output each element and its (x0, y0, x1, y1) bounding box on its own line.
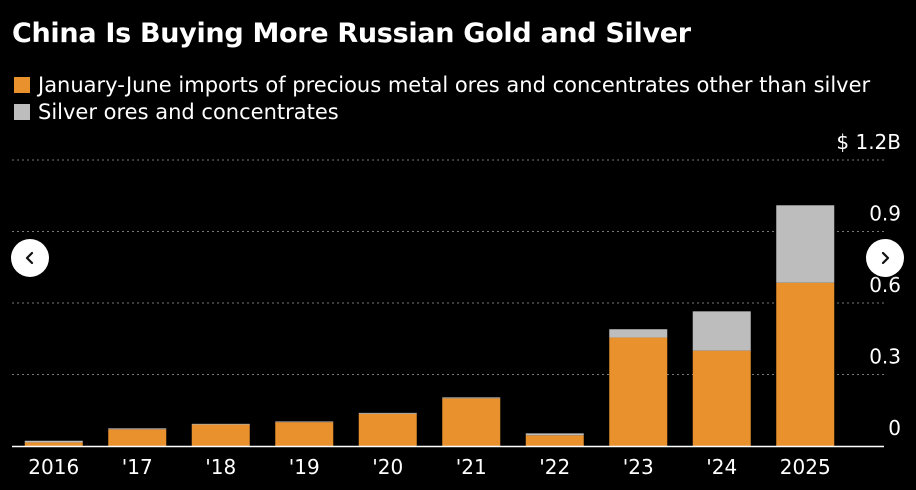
bar-0-0 (24, 442, 83, 446)
x-tick-label-1: '17 (122, 455, 153, 479)
x-tick-label-2: '18 (205, 455, 236, 479)
bar-1-9 (776, 205, 835, 283)
bar-1-5 (442, 397, 501, 399)
x-tick-label-4: '20 (372, 455, 403, 479)
y-tick-label-2: 0.6 (869, 273, 901, 297)
legend-swatch-silver (14, 103, 30, 120)
bar-1-8 (692, 311, 751, 351)
x-tick-label-0: 2016 (28, 455, 79, 479)
chart-title: China Is Buying More Russian Gold and Si… (12, 18, 691, 49)
y-tick-label-3: 0.3 (869, 345, 901, 369)
chevron-right-icon (881, 251, 890, 265)
bar-0-5 (442, 398, 501, 446)
x-tick-label-7: '23 (623, 455, 654, 479)
legend-swatch-other-metals (14, 76, 30, 93)
bar-0-1 (108, 429, 167, 446)
x-tick-label-6: '22 (539, 455, 570, 479)
bar-1-6 (525, 433, 584, 436)
legend-item-other-metals: January-June imports of precious metal o… (14, 71, 870, 98)
bar-0-3 (275, 422, 334, 446)
previous-chart-button[interactable] (11, 239, 49, 277)
y-tick-label-4: 0 (888, 416, 901, 440)
bar-0-9 (776, 282, 835, 446)
bar-1-2 (191, 423, 250, 425)
legend-label-other-metals: January-June imports of precious metal o… (38, 72, 871, 97)
legend-item-silver: Silver ores and concentrates (14, 98, 870, 125)
x-tick-label-5: '21 (456, 455, 487, 479)
chart-legend: January-June imports of precious metal o… (14, 71, 870, 125)
y-tick-label-0: $ 1.2B (836, 130, 901, 154)
x-tick-label-9: 2025 (780, 455, 831, 479)
next-chart-button[interactable] (866, 239, 904, 277)
bar-0-4 (358, 413, 417, 446)
x-tick-label-3: '19 (289, 455, 320, 479)
bar-1-7 (609, 329, 668, 338)
bar-0-8 (692, 350, 751, 446)
bar-0-7 (609, 337, 668, 446)
bar-1-3 (275, 421, 334, 423)
bar-0-2 (191, 424, 250, 446)
bar-1-0 (24, 440, 83, 443)
legend-label-silver: Silver ores and concentrates (38, 99, 339, 124)
bar-1-4 (358, 412, 417, 414)
y-tick-label-1: 0.9 (869, 202, 901, 226)
chevron-left-icon (25, 251, 34, 265)
x-tick-label-8: '24 (706, 455, 737, 479)
bar-0-6 (525, 435, 584, 446)
bar-1-1 (108, 428, 167, 430)
